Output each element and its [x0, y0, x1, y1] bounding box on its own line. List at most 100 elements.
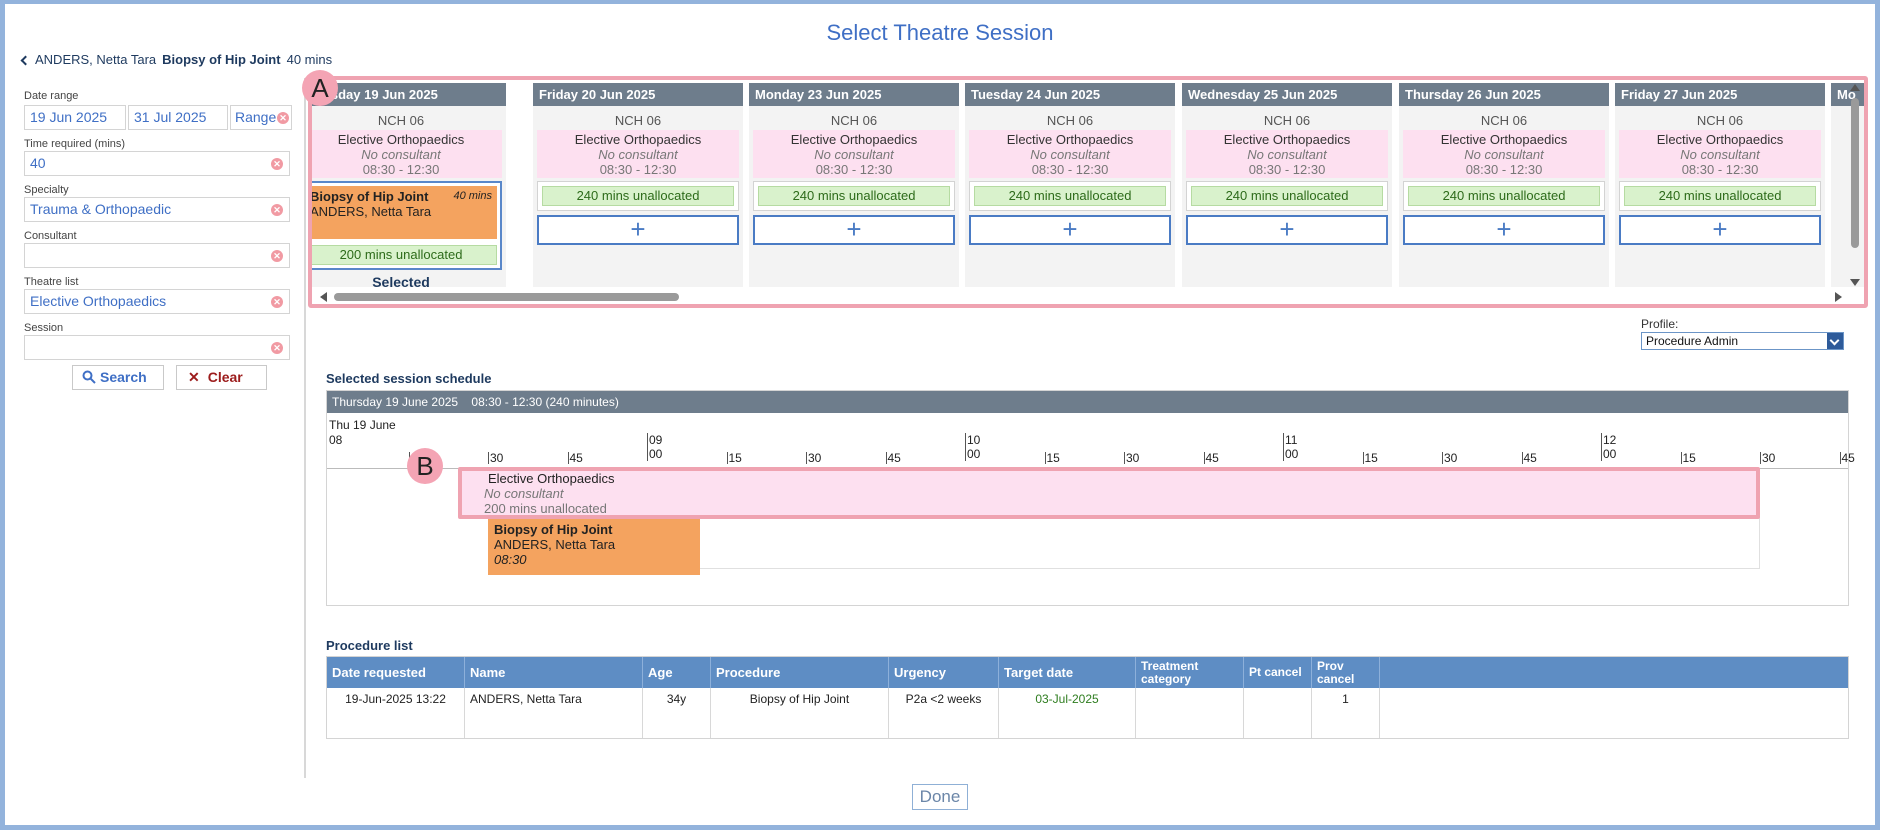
- session-list: Elective Orthopaedics: [1006, 132, 1134, 147]
- theatre-room: NCH 06: [1046, 113, 1094, 128]
- theatre-list-label: Theatre list: [24, 276, 79, 288]
- cell-treatment-category: [1136, 688, 1244, 738]
- time-required-input[interactable]: 40 ✕: [24, 151, 290, 176]
- timeline-minute-label: 00: [967, 447, 981, 461]
- procedure-name: Biopsy of Hip Joint: [162, 52, 281, 67]
- chevron-down-icon[interactable]: [1827, 333, 1843, 349]
- session-consultant: No consultant: [1247, 147, 1327, 162]
- procedure-table: Date requested Name Age Procedure Urgency Tar…: [326, 656, 1849, 739]
- unallocated-box: 240 mins unallocated: [969, 181, 1171, 211]
- search-label: Search: [100, 369, 147, 385]
- session-list: Elective Orthopaedics: [337, 132, 465, 147]
- add-to-session-button[interactable]: +: [1619, 215, 1821, 245]
- back-link[interactable]: ANDERS, Netta Tara Biopsy of Hip Joint 40 …: [20, 52, 332, 67]
- column-header[interactable]: Pt cancel: [1244, 657, 1312, 688]
- booked-procedure[interactable]: 40 mins Biopsy of Hip Joint ANDERS, Netta …: [312, 186, 497, 239]
- schedule-procedure-start: 08:30: [494, 552, 527, 567]
- unallocated-time: 240 mins unallocated: [974, 186, 1166, 206]
- plus-icon: +: [1062, 214, 1078, 244]
- timeline-minute-label: 00: [1603, 447, 1617, 461]
- unallocated-box: 240 mins unallocated: [1403, 181, 1605, 211]
- consultant-input[interactable]: ✕: [24, 243, 290, 268]
- session-card[interactable]: Elective Orthopaedics No consultant 08:30 …: [1186, 130, 1388, 178]
- session-card[interactable]: Elective Orthopaedics No consultant 08:30 …: [1403, 130, 1605, 178]
- cell-pt-cancel: [1244, 688, 1312, 738]
- horizontal-scrollbar[interactable]: [318, 292, 1856, 302]
- session-input[interactable]: ✕: [24, 335, 290, 360]
- booked-procedure-mins: 40 mins: [453, 190, 492, 202]
- selected-session-box[interactable]: 40 mins Biopsy of Hip Joint ANDERS, Netta …: [312, 181, 502, 270]
- scroll-left-icon[interactable]: [320, 292, 327, 302]
- clear-date-icon[interactable]: ✕: [277, 112, 289, 124]
- specialty-input[interactable]: Trauma & Orthopaedic ✕: [24, 197, 290, 222]
- session-card[interactable]: Elective Orthopaedics No consultant 08:30 …: [312, 130, 502, 178]
- range-button[interactable]: Range ✕: [230, 105, 292, 130]
- timeline-minute-label: 00: [649, 447, 663, 461]
- column-header[interactable]: Procedure: [711, 657, 889, 688]
- clear-specialty-icon[interactable]: ✕: [271, 204, 283, 216]
- time-required-label: Time required (mins): [24, 138, 126, 150]
- search-button[interactable]: Search: [72, 365, 164, 390]
- timeline-minute-45: 45: [1203, 451, 1219, 465]
- column-header[interactable]: Age: [643, 657, 711, 688]
- unallocated-time: 240 mins unallocated: [1191, 186, 1383, 206]
- column-header[interactable]: Urgency: [889, 657, 999, 688]
- session-consultant: No consultant: [361, 147, 441, 162]
- column-header[interactable]: Date requested: [327, 657, 465, 688]
- vertical-scroll-thumb[interactable]: [1851, 98, 1859, 248]
- clear-consultant-icon[interactable]: ✕: [271, 250, 283, 262]
- timeline-minute-15: 15: [1680, 451, 1696, 465]
- theatre-list-input[interactable]: Elective Orthopaedics ✕: [24, 289, 290, 314]
- clear-theatre-list-icon[interactable]: ✕: [271, 296, 283, 308]
- add-to-session-button[interactable]: +: [753, 215, 955, 245]
- session-time: 08:30 - 12:30: [815, 162, 893, 177]
- unallocated-box: 240 mins unallocated: [537, 181, 739, 211]
- scroll-right-icon[interactable]: [1835, 292, 1842, 302]
- timeline-minute-30: 30: [1442, 451, 1458, 465]
- clear-session-icon[interactable]: ✕: [271, 342, 283, 354]
- date-to-input[interactable]: 31 Jul 2025: [128, 105, 228, 130]
- badge-b: B: [407, 448, 443, 484]
- table-row[interactable]: 19-Jun-2025 13:22 ANDERS, Netta Tara 34y Bi…: [327, 688, 1848, 738]
- add-to-session-button[interactable]: +: [537, 215, 739, 245]
- session-card[interactable]: Elective Orthopaedics No consultant 08:30 …: [969, 130, 1171, 178]
- done-button[interactable]: Done: [912, 784, 968, 810]
- add-to-session-button[interactable]: +: [1186, 215, 1388, 245]
- timeline-minute-30: 30: [1124, 451, 1140, 465]
- timeline-hour-label: 11: [1285, 433, 1298, 447]
- clear-time-icon[interactable]: ✕: [271, 158, 283, 170]
- add-to-session-button[interactable]: +: [1403, 215, 1605, 245]
- schedule-procedure-patient: ANDERS, Netta Tara: [494, 537, 616, 552]
- schedule-session-block[interactable]: Elective Orthopaedics No consultant 200 …: [458, 467, 1760, 519]
- session-list: Elective Orthopaedics: [790, 132, 918, 147]
- scroll-down-icon[interactable]: [1850, 279, 1860, 286]
- profile-selector: Profile: Procedure Admin: [1641, 317, 1844, 350]
- day-column: Thursday 26 Jun 2025 NCH 06 Elective Ortho…: [1399, 83, 1609, 287]
- table-header: Date requested Name Age Procedure Urgency Tar…: [327, 657, 1848, 688]
- horizontal-scroll-thumb[interactable]: [334, 293, 679, 301]
- column-header[interactable]: Prov cancel: [1312, 657, 1380, 688]
- add-to-session-button[interactable]: +: [969, 215, 1171, 245]
- day-column: Wednesday 25 Jun 2025 NCH 06 Elective Orth…: [1182, 83, 1392, 287]
- schedule-procedure-block[interactable]: Biopsy of Hip Joint ANDERS, Netta Tara 0…: [488, 519, 700, 575]
- timeline-hour-10: 10 00: [965, 433, 980, 461]
- selected-label: Selected: [372, 274, 430, 290]
- day-column: Thursday 19 Jun 2025 NCH 06 Elective Ortho…: [312, 83, 506, 290]
- vertical-scrollbar[interactable]: [1848, 80, 1860, 288]
- profile-select[interactable]: Procedure Admin: [1641, 332, 1844, 350]
- clear-button[interactable]: ✕ Clear: [176, 365, 267, 390]
- chevron-left-icon: [20, 55, 31, 66]
- column-header[interactable]: Name: [465, 657, 643, 688]
- schedule-session-unallocated: 200 mins unallocated: [484, 501, 607, 516]
- cell-age: 34y: [643, 688, 711, 738]
- session-card[interactable]: Elective Orthopaedics No consultant 08:30 …: [753, 130, 955, 178]
- column-header[interactable]: Target date: [999, 657, 1136, 688]
- close-icon: ✕: [188, 369, 200, 385]
- plus-icon: +: [846, 214, 862, 244]
- session-consultant: No consultant: [814, 147, 894, 162]
- session-card[interactable]: Elective Orthopaedics No consultant 08:30 …: [1619, 130, 1821, 178]
- session-card[interactable]: Elective Orthopaedics No consultant 08:30 …: [537, 130, 739, 178]
- scroll-up-icon[interactable]: [1850, 84, 1860, 91]
- column-header[interactable]: Treatment category: [1136, 657, 1244, 688]
- date-from-input[interactable]: 19 Jun 2025: [24, 105, 126, 130]
